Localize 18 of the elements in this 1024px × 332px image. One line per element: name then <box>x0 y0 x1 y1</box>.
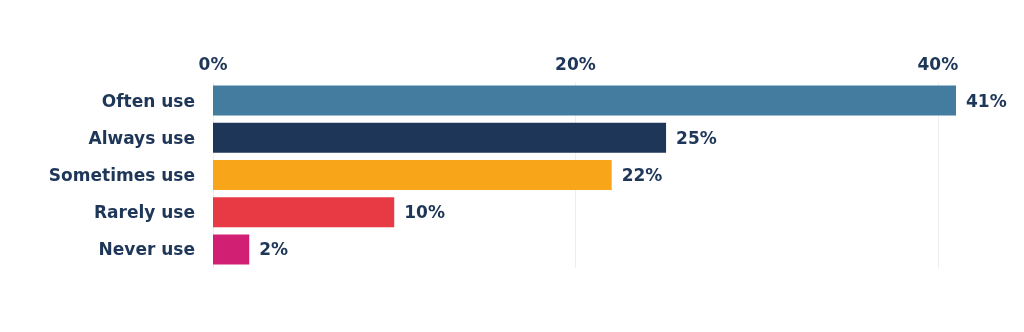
x-tick-label: 20% <box>555 53 596 74</box>
bar <box>213 197 395 228</box>
y-tick-label: Rarely use <box>93 202 195 223</box>
x-tick-label: 0% <box>198 53 228 74</box>
y-tick-label: Often use <box>101 90 195 111</box>
data-label: 22% <box>621 165 663 185</box>
data-label: 41% <box>966 90 1007 111</box>
data-label: 10% <box>404 202 445 223</box>
data-label: 2% <box>259 239 289 260</box>
bar <box>213 160 612 190</box>
bar <box>213 234 250 265</box>
y-tick-label: Always use <box>88 127 195 148</box>
x-tick-label: 40% <box>917 53 959 74</box>
y-tick-label: Never use <box>98 239 195 260</box>
bar <box>213 122 667 153</box>
y-tick-label: Sometimes use <box>48 165 195 185</box>
bar <box>213 85 956 116</box>
data-label: 25% <box>676 127 717 148</box>
